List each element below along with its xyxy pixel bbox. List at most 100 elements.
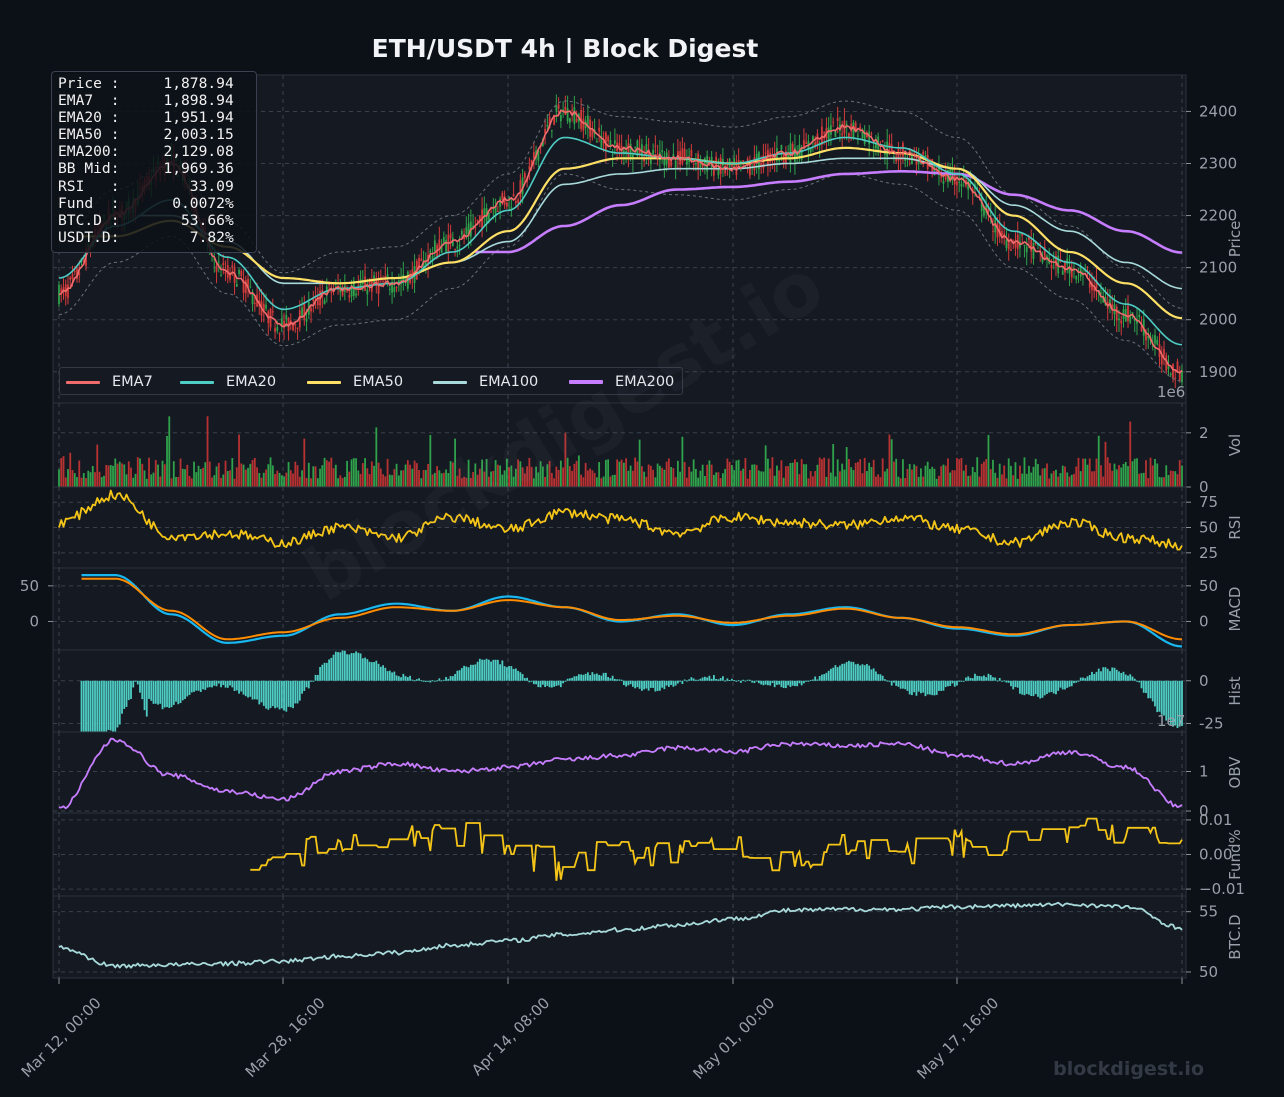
histogram-bar [98,680,101,748]
histogram-bar [307,680,310,689]
legend-item-ema20: EMA20 [180,373,276,391]
candle-body [694,163,697,165]
volume-bar [1046,463,1048,487]
volume-bar [519,461,522,487]
candle-body [724,169,727,174]
volume-bar [627,470,630,487]
series-line-btcd [58,901,1183,969]
candle-body [330,291,333,293]
macd-panel: 0 50 MACD 50 0 [20,567,1244,651]
volume-bar [96,444,99,487]
volume-bar [737,459,740,487]
volume-bar [247,467,249,487]
candle-body [278,333,281,335]
histogram-bar [501,660,504,681]
candle-body [897,148,900,161]
candle-body [823,132,826,134]
candle-body [523,172,526,179]
candle-body [681,148,684,164]
chart-legend: EMA7 EMA20 EMA50 EMA100 EMA200 [59,367,683,395]
volume-bar [451,462,454,487]
volume-bar [1079,471,1082,487]
volume-bar [753,464,756,487]
volume-bar [1178,460,1181,487]
volume-bar [211,477,213,487]
histogram-bar [1012,680,1015,690]
candle-body [404,277,407,283]
candle-body [496,210,499,212]
candle-body [1120,320,1123,324]
histogram-bar [1021,680,1024,695]
histogram-bar [737,680,740,682]
histogram-bar [1115,669,1118,681]
volume-bar [546,464,549,487]
volume-bar [958,459,961,487]
y-tick-label: 2100 [1199,259,1237,277]
candle-body [1102,296,1105,303]
histogram-bar [469,664,472,681]
volume-bar [706,464,709,487]
histogram-bar [343,650,346,681]
histogram-bar [931,680,934,696]
volume-bar [62,456,65,487]
histogram-bar [672,680,675,687]
histogram-bar [974,673,976,681]
histogram-bar [769,680,772,686]
volume-bar [1095,458,1098,487]
candle-body [445,239,447,252]
histogram-bar [334,651,337,681]
candle-body [346,290,348,292]
volume-bar [296,465,299,487]
volume-bar [1100,465,1102,487]
histogram-bar [271,680,274,707]
candle-body [350,285,353,297]
obv-plot-area [52,731,1187,814]
candle-body [1075,276,1078,280]
histogram-bar [1039,680,1042,699]
volume-bar [953,470,956,487]
volume-bar [427,464,429,487]
volume-bar [460,478,463,487]
volume-bar [1124,461,1127,487]
volume-bar [553,478,556,487]
candle-body [767,150,769,166]
obv-scale-label: 1e7 [1157,712,1186,730]
volume-bar [161,460,164,487]
volume-bar [474,463,477,487]
volume-bar [199,469,202,487]
histogram-bar [1075,680,1078,683]
legend-swatch [433,380,467,384]
volume-bar [688,466,691,487]
candle-body [283,320,285,328]
volume-bar [787,466,790,487]
volume-bar [350,459,353,487]
volume-bar [242,464,245,487]
histogram-bar [1077,680,1080,682]
volume-bar [577,455,580,487]
candle-body [553,114,556,125]
volume-bar [1019,465,1021,487]
volume-bar [1097,435,1100,487]
candle-body [762,155,765,169]
histogram-bar [179,680,182,704]
candle-body [1032,242,1035,259]
volume-bar [771,457,774,487]
funding-axis-label: Fund% [1226,829,1244,880]
histogram-bar [667,680,670,687]
volume-bar [931,466,934,487]
volume-bar [157,464,159,487]
volume-bar [510,465,513,487]
histogram-bar [956,680,958,686]
histogram-bar [130,680,132,700]
volume-bar [316,478,319,487]
volume-bar [794,459,796,487]
volume-bar [762,471,765,487]
volume-bar [222,474,225,487]
histogram-bar [760,680,763,685]
volume-bar [352,458,355,487]
volume-bar [1133,458,1136,487]
histogram-bar [481,659,483,681]
candle-body [449,233,452,239]
volume-bar [715,472,718,487]
histogram-bar [152,680,155,704]
